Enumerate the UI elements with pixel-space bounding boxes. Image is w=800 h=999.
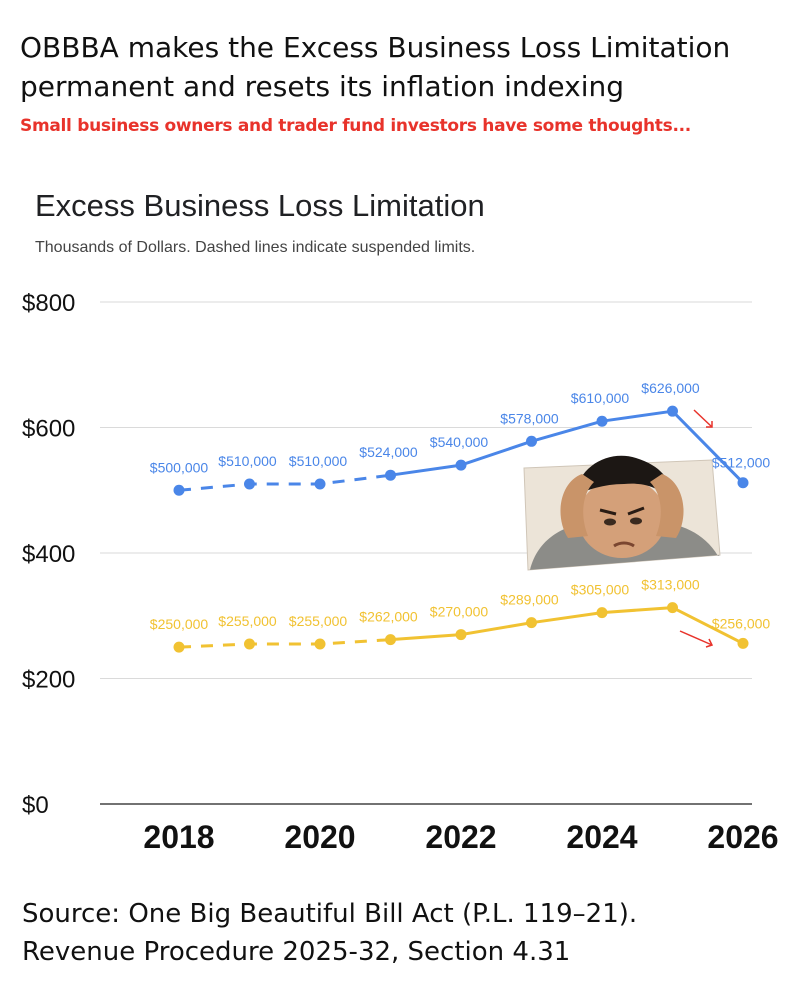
data-point — [526, 435, 537, 447]
line-chart: Excess Business Loss Limitation Thousand… — [22, 188, 779, 855]
data-label: $610,000 — [571, 390, 630, 406]
data-label: $305,000 — [571, 582, 630, 598]
down-arrow-icon — [693, 409, 713, 428]
data-point — [667, 602, 678, 614]
data-point — [455, 629, 467, 641]
data-point — [173, 641, 185, 653]
data-label: $250,000 — [150, 616, 209, 632]
data-label: $255,000 — [289, 613, 348, 629]
data-point — [244, 478, 255, 490]
page-subtitle: Small business owners and trader fund in… — [20, 116, 691, 136]
data-point — [737, 637, 749, 649]
data-label: $270,000 — [430, 604, 489, 620]
annotations — [679, 409, 714, 648]
data-label: $540,000 — [430, 434, 489, 450]
series-lines — [173, 405, 749, 653]
data-label: $313,000 — [641, 577, 700, 593]
chart-subtitle: Thousands of Dollars. Dashed lines indic… — [35, 239, 475, 256]
y-tick-label: $600 — [22, 416, 75, 443]
data-label: $500,000 — [150, 459, 209, 475]
chart-title: Excess Business Loss Limitation — [35, 188, 485, 223]
data-label: $512,000 — [712, 455, 771, 471]
y-tick-label: $200 — [22, 667, 75, 694]
gridlines — [100, 301, 752, 805]
source-line-1: Source: One Big Beautiful Bill Act (P.L.… — [22, 899, 638, 929]
data-label: $262,000 — [359, 609, 418, 625]
series-line — [390, 606, 744, 645]
data-labels: $500,000 $510,000 $510,000 $524,000 $540,000… — [150, 380, 771, 632]
y-tick-label: $800 — [22, 290, 75, 317]
data-point — [526, 617, 537, 629]
data-label: $510,000 — [289, 453, 348, 469]
source-line-2: Revenue Procedure 2025-32, Section 4.31 — [22, 937, 571, 967]
data-label: $524,000 — [359, 444, 418, 460]
data-point — [737, 477, 749, 489]
down-arrow-icon — [679, 630, 714, 648]
data-point — [244, 638, 255, 650]
data-label: $626,000 — [641, 380, 700, 396]
x-tick-label: 2024 — [566, 819, 637, 855]
data-point — [314, 478, 326, 490]
series-line-suspended — [178, 473, 391, 492]
y-tick-label: $400 — [22, 541, 75, 568]
page-title: OBBBA makes the Excess Business Loss Lim… — [20, 31, 731, 103]
meme-image — [523, 455, 721, 571]
data-point — [596, 607, 608, 619]
source-citation: Source: One Big Beautiful Bill Act (P.L.… — [22, 895, 792, 971]
data-point — [455, 459, 467, 471]
data-label: $256,000 — [712, 615, 771, 631]
data-point — [314, 638, 326, 650]
data-label: $510,000 — [218, 453, 277, 469]
data-label: $289,000 — [500, 592, 559, 608]
data-point — [173, 484, 185, 496]
data-point — [596, 415, 608, 427]
data-label: $578,000 — [500, 410, 559, 426]
x-tick-label: 2018 — [143, 819, 214, 855]
data-point — [385, 469, 396, 481]
data-point — [385, 634, 396, 646]
series-line — [390, 409, 745, 484]
y-axis-ticks: $0 $200 $400 $600 $800 — [22, 290, 75, 819]
data-label: $255,000 — [218, 613, 277, 629]
y-tick-label: $0 — [22, 792, 49, 819]
x-axis-ticks: 2018 2020 2022 2024 2026 — [143, 819, 778, 855]
x-tick-label: 2022 — [425, 819, 496, 855]
x-tick-label: 2020 — [284, 819, 355, 855]
x-tick-label: 2026 — [707, 819, 778, 855]
data-point — [667, 405, 678, 417]
series-line-suspended — [178, 638, 391, 649]
